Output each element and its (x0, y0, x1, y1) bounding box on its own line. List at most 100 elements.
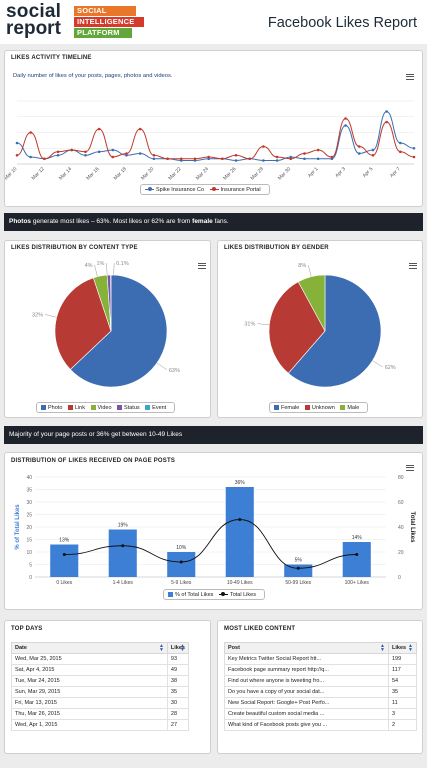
legend-label: Insurance Portal (220, 187, 261, 193)
legend-label: Photo (48, 405, 63, 411)
logo-badge-platform: PLATFORM (74, 28, 132, 38)
table-row[interactable]: New Social Report: Google+ Post Perfo...… (224, 697, 417, 709)
table-row[interactable]: Tue, Mar 24, 2015 38 (11, 675, 190, 687)
table-cell: Fri, Mar 13, 2015 (11, 697, 168, 709)
sort-icon[interactable]: ▲ ▼ (158, 643, 164, 653)
column-header-date[interactable]: Date ▲ ▼ (11, 642, 168, 654)
x-tick-label: Mar 16 (85, 166, 100, 181)
table-cell: 28 (166, 708, 190, 720)
hamburger-icon[interactable] (406, 465, 414, 471)
table-cell: 117 (388, 664, 417, 676)
x-tick-label: 50-99 Likes (285, 580, 311, 586)
hamburger-icon[interactable] (198, 263, 206, 269)
data-point (29, 131, 32, 134)
pie-connector (106, 263, 108, 276)
table-row[interactable]: Thu, Mar 26, 2015 28 (11, 708, 190, 720)
legend-item-spike[interactable]: Spike Insurance Co (145, 185, 204, 195)
legend-label: Status (124, 405, 140, 411)
data-point (97, 150, 101, 154)
column-label: Likes (392, 645, 407, 651)
bar-data-label: 36% (235, 480, 246, 486)
total-likes-point (121, 544, 125, 548)
most-liked-card: MOST LIKED CONTENT Post ▲ ▼ Likes ▲ ▼ Key Me… (217, 620, 423, 754)
pie-slice (69, 274, 168, 388)
table-cell: 93 (166, 653, 190, 665)
column-label: Likes (170, 645, 185, 651)
bar-data-label: 19% (118, 523, 129, 529)
sort-icon[interactable]: ▲ ▼ (180, 643, 185, 653)
x-tick-label: Apr 3 (334, 166, 347, 179)
x-tick-label: 10-49 Likes (227, 580, 253, 586)
legend-label: Unknown (311, 405, 335, 411)
total-likes-line (64, 519, 357, 569)
y-right-axis-label: Total Likes (409, 512, 415, 544)
y-right-tick-label: 80 (398, 475, 404, 481)
legend-item-video[interactable]: Video (90, 403, 112, 413)
y-left-tick-label: 20 (26, 525, 32, 531)
series-line (16, 117, 415, 160)
x-tick-label: 1-4 Likes (113, 580, 134, 586)
legend-item-total[interactable]: Total Likes (218, 590, 256, 600)
column-header-post[interactable]: Post ▲ ▼ (224, 642, 389, 654)
table-row[interactable]: Wed, Apr 1, 2015 27 (11, 719, 190, 731)
legend-item-event[interactable]: Event (145, 403, 166, 413)
data-point (357, 145, 361, 148)
y-left-tick-label: 35 (26, 488, 32, 494)
content-type-pie-chart: 63% 32% 4% 1% 0.1% (32, 261, 180, 388)
hamburger-icon[interactable] (406, 74, 414, 80)
timeline-title: LIKES ACTIVITY TIMELINE (11, 55, 92, 61)
report-header: social report SOCIAL INTELLIGENCE PLATFO… (0, 0, 427, 44)
data-point (303, 152, 306, 155)
table-cell: 3 (388, 708, 417, 720)
legend-item-unknown[interactable]: Unknown (304, 403, 335, 413)
y-right-tick-label: 0 (398, 575, 401, 581)
table-row[interactable]: Sun, Mar 29, 2015 35 (11, 686, 190, 698)
data-point (371, 148, 375, 152)
hamburger-icon[interactable] (409, 263, 417, 269)
legend-label: Event (152, 405, 167, 411)
legend-item-female[interactable]: Female (274, 403, 299, 413)
table-cell: Key Metrics Twitter Social Report htt... (224, 653, 389, 665)
table-row[interactable]: Fri, Mar 13, 2015 30 (11, 697, 190, 709)
table-cell: Wed, Apr 1, 2015 (11, 719, 168, 731)
data-point (344, 117, 347, 120)
legend-item-percent[interactable]: % of Total Likes (168, 590, 213, 600)
table-cell: 38 (166, 675, 190, 687)
legend-item-photo[interactable]: Photo (41, 403, 62, 413)
table-row[interactable]: Wed, Mar 25, 2015 93 (11, 653, 190, 665)
column-header-likes[interactable]: Likes ▲ ▼ (388, 642, 417, 654)
insight-banner-distribution: Majority of your page posts or 36% get b… (4, 426, 423, 444)
pie-slice-label: 62% (385, 365, 396, 371)
logo-badge-intelligence: INTELLIGENCE (74, 17, 144, 27)
table-cell: 49 (166, 664, 190, 676)
distribution-chart: 0 5 10 15 20 25 30 35 40 0 20 40 60 80 % of Total Like… (15, 475, 415, 586)
table-row[interactable]: Facebook page summary report http://q...… (224, 664, 417, 676)
pie-slice-label: 4% (85, 263, 93, 269)
bar (50, 544, 79, 577)
data-point (84, 153, 87, 157)
column-header-likes[interactable]: Likes ▲ ▼ (166, 642, 190, 654)
table-row[interactable]: Sat, Apr 4, 2015 49 (11, 664, 190, 676)
data-point (15, 141, 19, 145)
x-tick-label: Apr 1 (307, 166, 320, 179)
table-row[interactable]: Key Metrics Twitter Social Report htt...… (224, 653, 417, 665)
legend-item-portal[interactable]: Insurance Portal (209, 185, 261, 195)
table-row[interactable]: Create beautiful custom social media ...… (224, 708, 417, 720)
table-cell: Wed, Mar 25, 2015 (11, 653, 168, 665)
table-row[interactable]: What kind of Facebook posts give you ...… (224, 719, 417, 731)
table-row[interactable]: Find out where anyone is tweeting fro...… (224, 675, 417, 687)
table-cell: 11 (388, 697, 417, 709)
legend-item-status[interactable]: Status (117, 403, 140, 413)
data-point (152, 157, 156, 161)
y-left-tick-label: 40 (26, 475, 32, 481)
table-row[interactable]: Do you have a copy of your social dat...… (224, 686, 417, 698)
legend-item-male[interactable]: Male (340, 403, 359, 413)
data-point (262, 159, 265, 162)
data-point (371, 153, 375, 157)
sort-icon[interactable]: ▲ ▼ (380, 643, 385, 653)
legend-item-link[interactable]: Link (67, 403, 85, 413)
x-tick-label: Mar 18 (113, 166, 128, 181)
sort-icon[interactable]: ▲ ▼ (408, 643, 413, 653)
data-point (179, 157, 183, 161)
legend-label: Spike Insurance Co (156, 187, 204, 193)
